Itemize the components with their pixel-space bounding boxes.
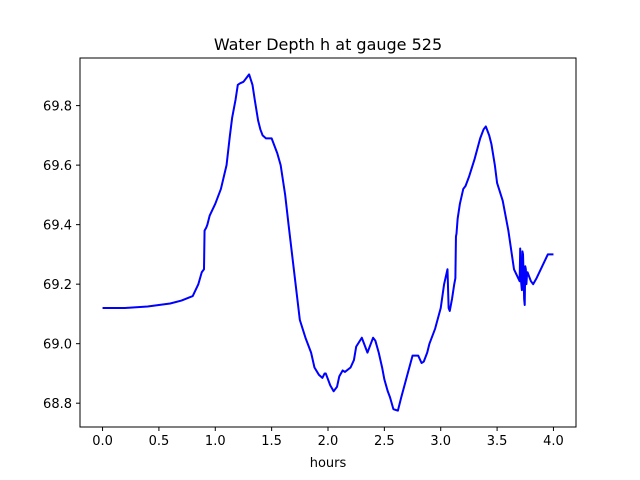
x-tick-label: 1.0 — [205, 434, 226, 449]
x-tick-label: 0.0 — [92, 434, 113, 449]
x-axis-label: hours — [310, 456, 347, 471]
x-tick-label: 3.0 — [430, 434, 451, 449]
x-tick-label: 4.0 — [543, 434, 564, 449]
x-tick-label: 2.5 — [374, 434, 395, 449]
x-tick-label: 3.5 — [487, 434, 508, 449]
chart-title: Water Depth h at gauge 525 — [214, 35, 442, 54]
plot-area — [102, 73, 554, 412]
series-line-0 — [102, 73, 554, 412]
x-tick-label: 2.0 — [318, 434, 339, 449]
plot-frame — [79, 57, 577, 428]
x-tick-label: 1.5 — [261, 434, 282, 449]
x-axis: 0.0 0.5 1.0 1.5 2.0 2.5 3.0 3.5 4.0 — [92, 427, 564, 449]
y-tick-label: 69.4 — [43, 219, 72, 234]
y-tick-label: 69.2 — [43, 278, 72, 293]
y-axis: 68.8 69.0 69.2 69.4 69.6 69.8 — [43, 100, 80, 412]
x-tick-label: 0.5 — [149, 434, 170, 449]
y-tick-label: 69.0 — [43, 338, 72, 353]
y-tick-label: 68.8 — [43, 397, 72, 412]
y-tick-label: 69.6 — [43, 159, 72, 174]
y-tick-label: 69.8 — [43, 100, 72, 115]
